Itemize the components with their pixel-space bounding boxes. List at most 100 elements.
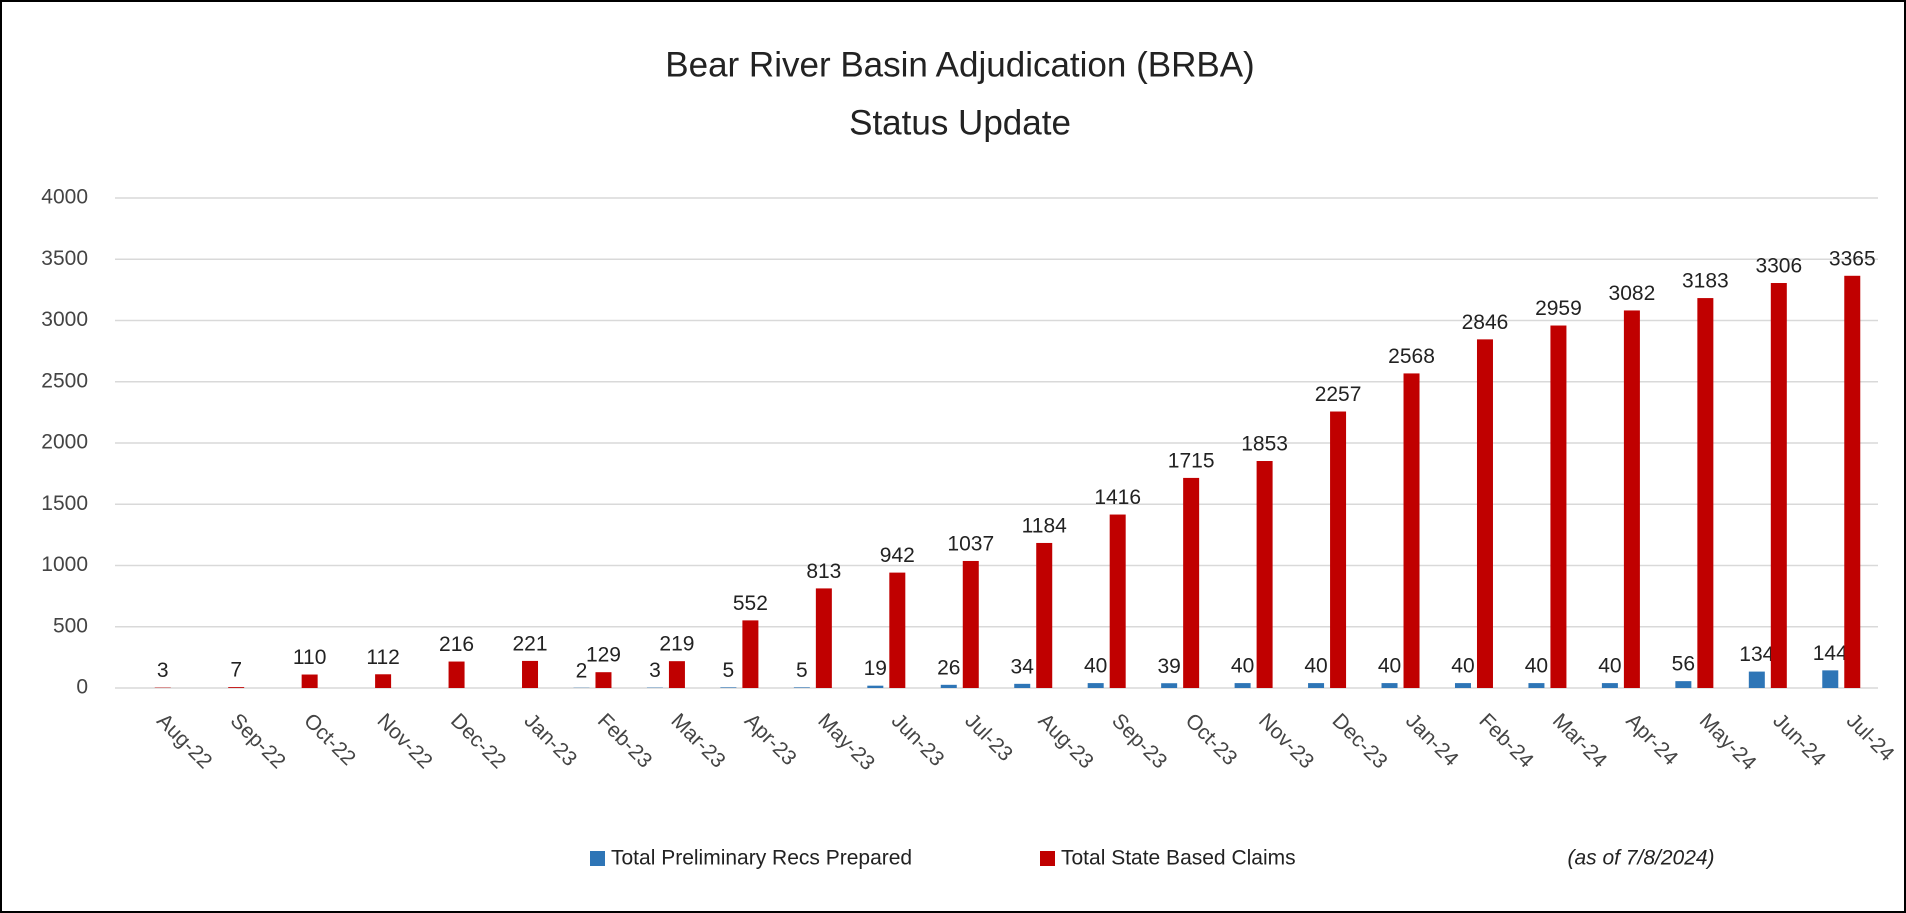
data-label: 144	[1813, 642, 1848, 665]
data-label: 3	[157, 659, 169, 682]
bar	[793, 687, 810, 688]
bar	[1476, 339, 1493, 688]
bar	[448, 661, 465, 688]
bar	[595, 672, 612, 688]
y-tick-label: 3000	[41, 308, 88, 331]
data-label: 216	[439, 633, 474, 656]
bar	[889, 572, 906, 688]
data-label: 3183	[1682, 270, 1729, 293]
bar	[1014, 683, 1031, 688]
data-label: 134	[1739, 643, 1774, 666]
data-label: 1853	[1241, 433, 1288, 456]
data-label: 3082	[1609, 282, 1656, 305]
bar	[1256, 461, 1273, 688]
bar	[1697, 298, 1714, 688]
data-label: 1416	[1094, 486, 1141, 509]
bar	[1822, 670, 1839, 688]
data-label: 813	[806, 560, 841, 583]
data-label: 34	[1011, 655, 1035, 678]
data-label: 19	[864, 657, 887, 680]
chart-title: Bear River Basin Adjudication (BRBA)	[665, 45, 1254, 84]
data-label: 40	[1598, 655, 1621, 678]
bar	[1454, 683, 1471, 688]
data-label: 39	[1157, 655, 1180, 678]
legend-label: Total State Based Claims	[1061, 847, 1296, 870]
bar	[1308, 683, 1325, 688]
data-label: 40	[1304, 655, 1327, 678]
chart-subtitle: Status Update	[849, 103, 1071, 142]
data-label: 3365	[1829, 247, 1876, 270]
bar	[742, 620, 759, 688]
data-label: 40	[1451, 655, 1474, 678]
bar	[375, 674, 392, 688]
y-tick-label: 2500	[41, 369, 88, 392]
bar	[1403, 373, 1420, 688]
bar	[1770, 283, 1787, 688]
bar	[1844, 275, 1861, 688]
data-label: 552	[733, 592, 768, 615]
y-tick-label: 1000	[41, 553, 88, 576]
bar	[668, 661, 685, 688]
legend-swatch	[1040, 851, 1055, 866]
data-label: 40	[1525, 655, 1548, 678]
data-label: 112	[366, 646, 399, 669]
data-label: 219	[659, 633, 694, 656]
legend-swatch	[590, 851, 605, 866]
bar	[1528, 683, 1545, 688]
data-label: 3306	[1755, 255, 1802, 278]
data-label: 2959	[1535, 297, 1582, 320]
data-label: 7	[230, 659, 242, 682]
bar	[1330, 411, 1347, 688]
data-label: 2	[576, 659, 588, 682]
bar	[1087, 683, 1104, 688]
data-label: 26	[937, 656, 960, 679]
bar	[1675, 681, 1692, 688]
bar	[867, 685, 884, 688]
y-tick-label: 500	[53, 614, 88, 637]
data-label: 110	[293, 646, 326, 669]
data-label: 129	[586, 644, 621, 667]
bar	[1748, 671, 1765, 688]
data-label: 2846	[1462, 311, 1509, 334]
bar	[228, 687, 245, 688]
data-label: 221	[512, 632, 547, 655]
data-label: 40	[1378, 655, 1401, 678]
bar	[1161, 683, 1178, 688]
data-label: 1184	[1022, 515, 1067, 538]
data-label: 5	[796, 659, 808, 682]
bar	[720, 687, 737, 688]
bar	[940, 684, 957, 688]
bar	[1183, 477, 1200, 688]
data-label: 2568	[1388, 345, 1435, 368]
bar	[1381, 683, 1398, 688]
y-tick-label: 0	[76, 676, 88, 699]
data-label: 942	[880, 544, 915, 567]
data-label: 2257	[1315, 383, 1362, 406]
data-label: 3	[649, 659, 661, 682]
y-tick-label: 2000	[41, 431, 88, 454]
bar	[1109, 514, 1126, 688]
annotation: (as of 7/8/2024)	[1567, 847, 1714, 870]
y-tick-label: 4000	[41, 186, 88, 209]
bar	[1036, 542, 1053, 688]
bar	[815, 588, 832, 688]
data-label: 5	[723, 659, 735, 682]
bar	[1601, 683, 1618, 688]
data-label: 1715	[1168, 449, 1215, 472]
data-label: 56	[1672, 653, 1695, 676]
y-tick-label: 1500	[41, 492, 88, 515]
bar	[522, 660, 539, 688]
data-label: 1037	[947, 533, 994, 556]
data-label: 40	[1231, 655, 1254, 678]
legend-label: Total Preliminary Recs Prepared	[611, 847, 912, 870]
bar	[962, 560, 979, 688]
y-tick-label: 3500	[41, 247, 88, 270]
data-label: 40	[1084, 655, 1107, 678]
bar	[1234, 683, 1251, 688]
bar	[301, 674, 318, 688]
bar	[1623, 310, 1640, 688]
bar	[1550, 325, 1567, 688]
